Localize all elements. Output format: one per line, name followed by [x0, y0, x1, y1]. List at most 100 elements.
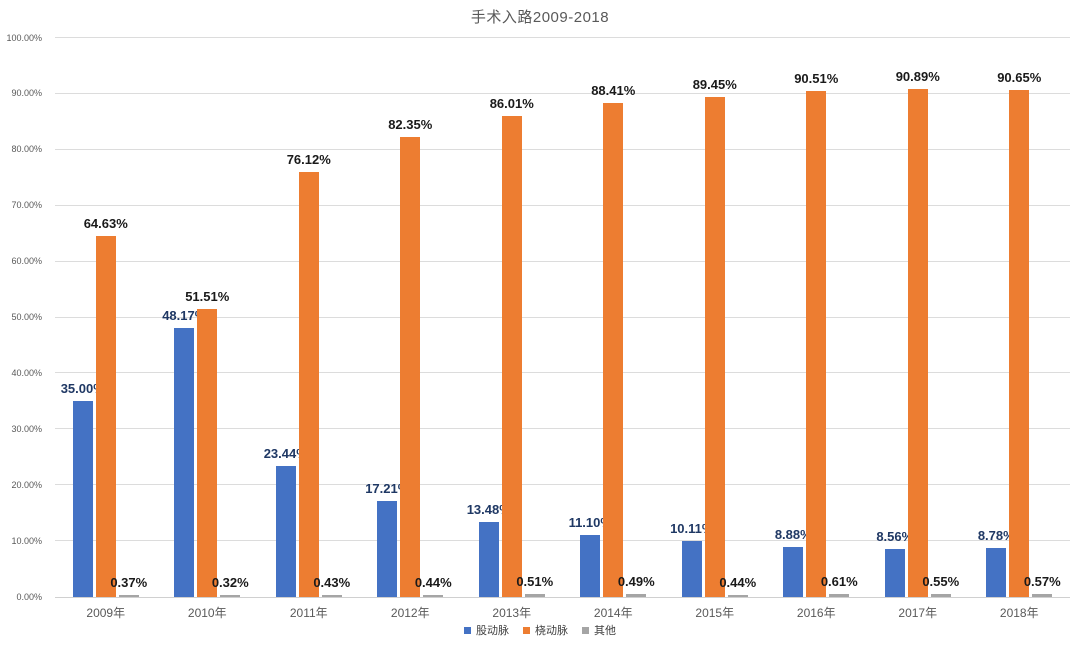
x-axis-label-2010年: 2010年 — [187, 606, 227, 620]
x-axis-label-2009年: 2009年 — [86, 606, 126, 620]
bar-femoral-artery-2017年 — [884, 549, 905, 597]
bar-group-2017年: 8.56% 90.89% 0.55% 2017年 — [867, 38, 969, 620]
bar-group-2016年: 8.88% 90.51% 0.61% 2016年 — [766, 38, 868, 620]
bar-group-2012年: 17.21% 82.35% 0.44% 2012年 — [360, 38, 462, 620]
data-label-other-2015年: 0.44% — [719, 574, 757, 590]
x-axis-label-2017年: 2017年 — [898, 606, 938, 620]
data-label-other-2011年: 0.43% — [313, 574, 351, 590]
bar-group-2015年: 10.11% 89.45% 0.44% 2015年 — [664, 38, 766, 620]
data-label-other-2013年: 0.51% — [516, 574, 554, 590]
legend-item-other: 其他 — [582, 622, 616, 638]
x-axis-label-2015年: 2015年 — [695, 606, 735, 620]
data-label-femoral-artery-2015年: 10.11% — [670, 520, 714, 536]
data-label-femoral-artery-2010年: 48.17% — [162, 307, 207, 323]
data-label-radial-artery-2015年: 89.45% — [692, 76, 737, 92]
legend-item-radial-artery: 桡动脉 — [523, 622, 568, 638]
plot-area: 35.00% 64.63% 0.37% 2009年 48.17% 51.51% 0.32% 2… — [55, 37, 1071, 620]
gridline-100.00% — [55, 37, 1070, 38]
data-label-other-2010年: 0.32% — [211, 575, 249, 591]
data-label-radial-artery-2009年: 64.63% — [83, 215, 128, 231]
data-label-femoral-artery-2013年: 13.48% — [466, 501, 511, 517]
bar-radial-artery-2016年 — [806, 91, 827, 597]
legend-label-other: 其他 — [594, 625, 616, 637]
legend-label-radial-artery: 桡动脉 — [535, 625, 568, 637]
data-label-femoral-artery-2012年: 17.21% — [365, 480, 410, 496]
y-tick-label-20.00%: 20.00% — [11, 479, 42, 490]
x-axis-label-2014年: 2014年 — [593, 606, 633, 620]
x-axis-label-2011年: 2011年 — [289, 606, 328, 620]
bar-group-2014年: 11.10% 88.41% 0.49% 2014年 — [563, 38, 665, 620]
bar-femoral-artery-2014年 — [580, 534, 601, 597]
gridline-70.00% — [55, 204, 1070, 206]
bar-other-2018年 — [1032, 593, 1053, 597]
bar-femoral-artery-2010年 — [174, 327, 195, 597]
bar-femoral-artery-2009年 — [72, 401, 93, 597]
y-tick-label-70.00%: 70.00% — [11, 200, 42, 211]
gridline-40.00% — [55, 372, 1070, 374]
x-axis-label-2012年: 2012年 — [390, 606, 430, 620]
bar-radial-artery-2015年 — [704, 96, 725, 597]
bar-other-2016年 — [829, 593, 850, 597]
bar-radial-artery-2010年 — [197, 309, 218, 597]
y-tick-label-40.00%: 40.00% — [11, 367, 42, 378]
bar-radial-artery-2013年 — [501, 116, 522, 597]
x-axis-label-2018年: 2018年 — [999, 606, 1039, 620]
bar-group-2010年: 48.17% 51.51% 0.32% 2010年 — [157, 38, 259, 620]
data-label-other-2014年: 0.49% — [617, 574, 655, 590]
data-label-radial-artery-2018年: 90.65% — [997, 70, 1042, 86]
bar-other-2012年 — [423, 594, 444, 597]
data-label-other-2017年: 0.55% — [922, 573, 960, 589]
gridline-50.00% — [55, 316, 1070, 318]
gridline-90.00% — [55, 92, 1070, 94]
x-axis-label-2013年: 2013年 — [492, 606, 532, 620]
bar-femoral-artery-2015年 — [681, 540, 702, 597]
bar-radial-artery-2009年 — [95, 235, 116, 597]
y-axis: 0.00% 10.00% 20.00% 30.00% 40.00% 50.00% 60.00… — [0, 33, 48, 602]
data-label-radial-artery-2010年: 51.51% — [185, 289, 230, 305]
data-label-femoral-artery-2011年: 23.44% — [263, 445, 308, 461]
gridline-0.00% — [55, 597, 1070, 598]
bar-group-2018年: 8.78% 90.65% 0.57% 2018年 — [969, 38, 1071, 620]
bar-radial-artery-2014年 — [603, 102, 624, 597]
bar-femoral-artery-2013年 — [478, 521, 499, 597]
data-label-femoral-artery-2016年: 8.88% — [774, 527, 812, 543]
y-tick-label-0.00%: 0.00% — [16, 591, 42, 602]
data-label-other-2012年: 0.44% — [414, 574, 452, 590]
gridline-10.00% — [55, 540, 1070, 542]
bar-other-2010年 — [220, 595, 241, 597]
data-label-other-2016年: 0.61% — [820, 573, 858, 589]
gridline-30.00% — [55, 428, 1070, 430]
bar-radial-artery-2018年 — [1009, 90, 1030, 597]
bar-other-2011年 — [321, 594, 342, 597]
data-label-radial-artery-2013年: 86.01% — [489, 96, 534, 112]
data-label-radial-artery-2016年: 90.51% — [794, 71, 839, 87]
bar-femoral-artery-2016年 — [783, 547, 804, 597]
data-label-other-2018年: 0.57% — [1023, 573, 1061, 589]
y-tick-label-80.00%: 80.00% — [11, 144, 42, 155]
y-tick-label-50.00%: 50.00% — [11, 312, 42, 322]
bar-other-2015年 — [727, 594, 748, 597]
chart-title: 手术入路2009-2018 — [470, 9, 610, 26]
chart-legend: 股动脉 桡动脉 其他 — [0, 622, 1080, 638]
bar-femoral-artery-2011年 — [275, 465, 296, 597]
y-tick-label-10.00%: 10.00% — [11, 535, 42, 546]
bar-group-2009年: 35.00% 64.63% 0.37% 2009年 — [55, 38, 157, 620]
y-tick-label-60.00%: 60.00% — [11, 256, 42, 267]
data-label-femoral-artery-2017年: 8.56% — [876, 529, 914, 545]
data-label-radial-artery-2014年: 88.41% — [591, 82, 636, 98]
bar-other-2017年 — [930, 593, 951, 597]
gridline-60.00% — [55, 260, 1070, 262]
y-tick-label-100.00%: 100.00% — [6, 32, 42, 43]
bar-radial-artery-2017年 — [907, 88, 928, 597]
bar-group-2011年: 23.44% 76.12% 0.43% 2011年 — [258, 38, 360, 620]
legend-marker-other — [582, 626, 589, 634]
bar-radial-artery-2012年 — [400, 136, 421, 597]
bar-other-2013年 — [524, 594, 545, 597]
legend-marker-radial-artery — [523, 626, 530, 634]
data-label-radial-artery-2017年: 90.89% — [895, 68, 940, 84]
legend-item-femoral-artery: 股动脉 — [464, 622, 509, 638]
legend-marker-femoral-artery — [464, 626, 471, 634]
x-axis-label-2016年: 2016年 — [796, 606, 836, 620]
data-label-femoral-artery-2018年: 8.78% — [977, 527, 1015, 543]
